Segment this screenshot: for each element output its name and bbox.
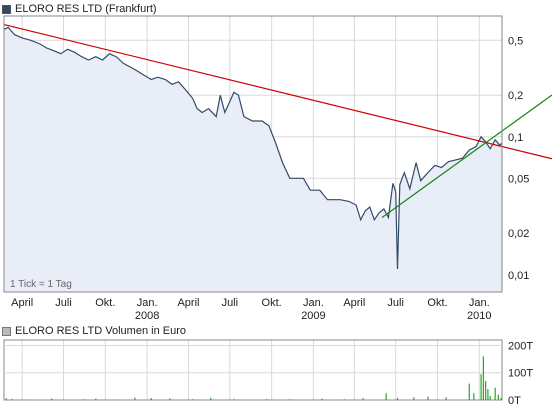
volume-bar	[11, 398, 13, 400]
volume-bar	[266, 399, 268, 400]
volume-bar	[473, 393, 475, 400]
price-y-tick-label: 0,01	[508, 270, 529, 282]
volume-y-tick-label: 0T	[508, 395, 521, 407]
volume-plot-frame	[3, 339, 503, 401]
volume-bar	[362, 398, 364, 400]
price-legend-swatch	[2, 4, 11, 14]
price-x-tick-label: Juli	[387, 297, 404, 309]
price-x-tick-label: April	[11, 297, 33, 309]
volume-bar	[489, 395, 491, 400]
price-y-tick-label: 0,2	[508, 90, 523, 102]
volume-bar	[427, 396, 429, 400]
price-area	[4, 27, 502, 293]
price-x-tick-label: April	[343, 297, 365, 309]
volume-bar	[485, 380, 487, 400]
volume-bar	[210, 397, 212, 400]
volume-bar	[83, 398, 85, 400]
up-trendline	[381, 94, 553, 218]
price-x-tick-label: Okt.	[262, 297, 282, 309]
volume-legend-label: ELORO RES LTD Volumen in Euro	[15, 325, 186, 337]
volume-bar	[233, 398, 235, 400]
volume-legend: ELORO RES LTD Volumen in Euro	[2, 325, 186, 337]
price-x-year-label: 2010	[467, 310, 491, 322]
price-plot-frame	[3, 15, 503, 293]
price-x-year-label: 2008	[135, 310, 159, 322]
price-x-tick-label: Jan.	[469, 297, 490, 309]
price-line	[3, 26, 503, 270]
volume-bar	[51, 398, 53, 400]
price-x-tick-label: Jan.	[137, 297, 158, 309]
down-trendline	[3, 23, 553, 160]
volume-bar	[321, 398, 323, 400]
volume-bar	[500, 397, 502, 400]
price-x-tick-label: Juli	[55, 297, 72, 309]
price-y-tick-label: 0,1	[508, 132, 523, 144]
volume-bar	[396, 397, 399, 400]
price-x-year-label: 2009	[301, 310, 325, 322]
volume-bar	[494, 387, 496, 400]
volume-bar	[445, 397, 447, 400]
volume-bar	[289, 398, 291, 400]
volume-y-tick-label: 100T	[508, 368, 533, 380]
price-x-tick-label: April	[177, 297, 199, 309]
price-x-tick-label: Jan.	[303, 297, 324, 309]
volume-bar	[385, 393, 387, 400]
price-legend: ELORO RES LTD (Frankfurt)	[2, 3, 157, 15]
volume-bar	[169, 398, 171, 400]
volume-bar	[191, 398, 194, 400]
volume-y-tick-label: 200T	[508, 340, 533, 352]
price-x-tick-label: Juli	[222, 297, 239, 309]
volume-bar	[134, 397, 136, 400]
volume-bar	[343, 398, 345, 400]
volume-bar	[113, 399, 115, 400]
price-x-tick-label: Okt.	[427, 297, 447, 309]
volume-bar	[5, 398, 7, 400]
volume-bar	[482, 356, 484, 400]
price-y-tick-label: 0,05	[508, 173, 529, 185]
volume-bar	[497, 394, 499, 400]
price-x-tick-label: Okt.	[95, 297, 115, 309]
volume-bar	[30, 399, 32, 400]
volume-bar	[480, 374, 482, 400]
volume-bar	[487, 389, 489, 400]
price-y-tick-label: 0,02	[508, 228, 529, 240]
volume-bar	[468, 383, 470, 400]
price-legend-label: ELORO RES LTD (Frankfurt)	[15, 3, 157, 15]
price-y-tick-label: 0,5	[508, 35, 523, 47]
volume-bar	[150, 398, 152, 400]
volume-bar	[413, 397, 415, 400]
volume-bar	[95, 398, 97, 400]
tick-footnote: 1 Tick = 1 Tag	[10, 279, 72, 290]
volume-legend-swatch	[2, 326, 11, 336]
